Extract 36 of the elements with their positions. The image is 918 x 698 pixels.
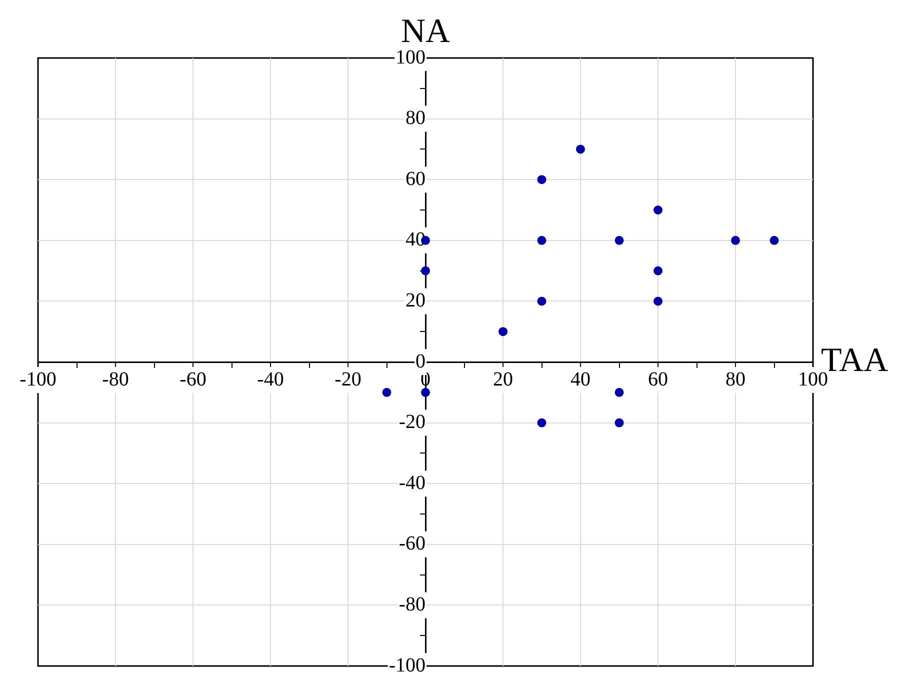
y-tick-label: 100 [396, 46, 426, 68]
point [614, 418, 624, 428]
y-tick-label: 80 [406, 107, 426, 130]
point [537, 418, 546, 428]
point [614, 236, 624, 245]
point [731, 236, 740, 245]
x-tick-label: -60 [180, 368, 206, 390]
point [421, 388, 430, 397]
y-tick-label: -60 [398, 532, 426, 555]
point [654, 206, 662, 214]
x-tick-label: 40 [570, 368, 590, 390]
point [537, 236, 546, 245]
x-tick-label: -20 [334, 368, 362, 390]
x-tick-label: -100 [20, 368, 56, 390]
x-tick-label: 60 [648, 368, 668, 390]
x-tick-label: -40 [257, 368, 284, 390]
y-tick-label: -20 [398, 411, 426, 434]
point [770, 236, 779, 245]
point [421, 266, 430, 276]
y-tick-label: -100 [388, 654, 426, 676]
point [382, 388, 392, 397]
x-tick-label: -80 [102, 368, 129, 390]
point [654, 266, 662, 276]
y-tick-label: 0 [416, 350, 426, 372]
point [498, 327, 508, 336]
point [614, 388, 624, 397]
y-tick-label: 60 [406, 168, 426, 190]
point [576, 144, 585, 154]
y-tick-label: -40 [398, 472, 426, 494]
point [537, 296, 546, 306]
point [537, 175, 546, 184]
point [654, 296, 662, 306]
x-tick-label: 20 [493, 368, 513, 390]
y-tick-label: 20 [406, 289, 426, 312]
y-tick-label: -80 [398, 593, 426, 616]
x-tick-label: 80 [726, 368, 746, 390]
